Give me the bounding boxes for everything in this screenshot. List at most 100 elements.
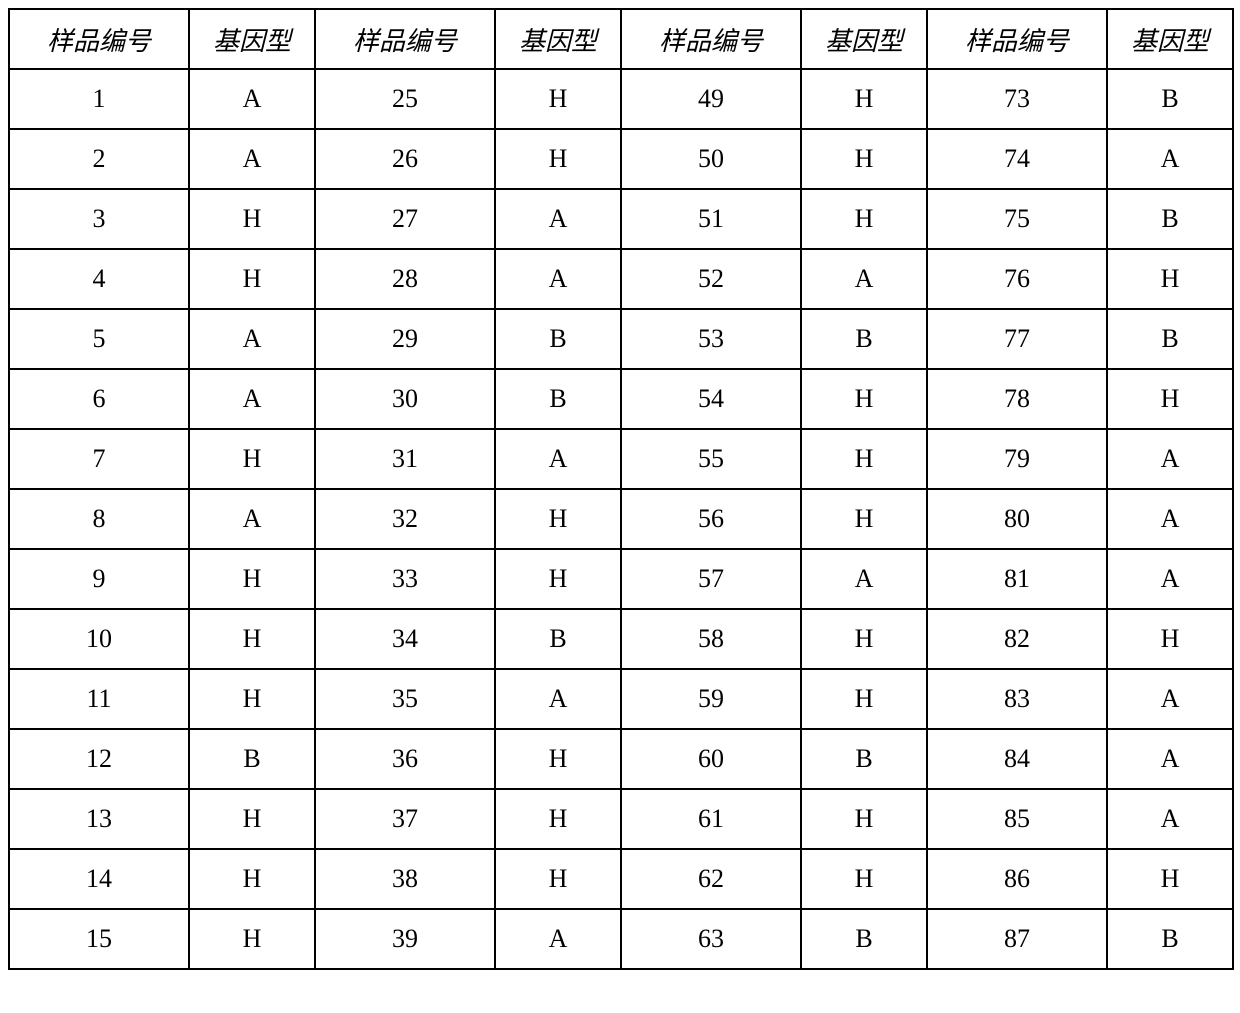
cell-genotype: H — [1107, 609, 1233, 669]
cell-genotype: H — [495, 789, 621, 849]
cell-sample-id: 37 — [315, 789, 495, 849]
cell-genotype: H — [801, 789, 927, 849]
cell-sample-id: 56 — [621, 489, 801, 549]
cell-sample-id: 14 — [9, 849, 189, 909]
cell-genotype: B — [1107, 189, 1233, 249]
cell-sample-id: 62 — [621, 849, 801, 909]
cell-genotype: A — [1107, 429, 1233, 489]
cell-sample-id: 25 — [315, 69, 495, 129]
cell-genotype: H — [495, 129, 621, 189]
cell-genotype: H — [189, 909, 315, 969]
cell-genotype: B — [801, 909, 927, 969]
cell-genotype: A — [801, 249, 927, 309]
cell-genotype: A — [1107, 489, 1233, 549]
cell-sample-id: 6 — [9, 369, 189, 429]
cell-genotype: A — [1107, 129, 1233, 189]
header-genotype: 基因型 — [1107, 9, 1233, 69]
cell-sample-id: 82 — [927, 609, 1107, 669]
cell-sample-id: 74 — [927, 129, 1107, 189]
cell-sample-id: 55 — [621, 429, 801, 489]
cell-genotype: A — [495, 189, 621, 249]
table-row: 1A25H49H73B — [9, 69, 1233, 129]
cell-sample-id: 30 — [315, 369, 495, 429]
table-row: 4H28A52A76H — [9, 249, 1233, 309]
cell-sample-id: 29 — [315, 309, 495, 369]
cell-sample-id: 85 — [927, 789, 1107, 849]
cell-sample-id: 53 — [621, 309, 801, 369]
header-genotype: 基因型 — [495, 9, 621, 69]
cell-sample-id: 13 — [9, 789, 189, 849]
cell-genotype: A — [495, 249, 621, 309]
table-row: 12B36H60B84A — [9, 729, 1233, 789]
cell-sample-id: 57 — [621, 549, 801, 609]
cell-genotype: A — [189, 489, 315, 549]
cell-sample-id: 77 — [927, 309, 1107, 369]
cell-genotype: H — [801, 129, 927, 189]
cell-sample-id: 63 — [621, 909, 801, 969]
cell-genotype: H — [189, 429, 315, 489]
cell-genotype: H — [189, 249, 315, 309]
cell-sample-id: 15 — [9, 909, 189, 969]
cell-sample-id: 35 — [315, 669, 495, 729]
table-row: 7H31A55H79A — [9, 429, 1233, 489]
cell-genotype: B — [1107, 909, 1233, 969]
cell-genotype: H — [801, 429, 927, 489]
cell-sample-id: 4 — [9, 249, 189, 309]
cell-sample-id: 73 — [927, 69, 1107, 129]
cell-genotype: H — [801, 609, 927, 669]
cell-genotype: H — [801, 489, 927, 549]
cell-genotype: A — [189, 309, 315, 369]
cell-sample-id: 59 — [621, 669, 801, 729]
cell-genotype: A — [495, 429, 621, 489]
cell-sample-id: 78 — [927, 369, 1107, 429]
cell-genotype: H — [495, 849, 621, 909]
cell-genotype: B — [1107, 69, 1233, 129]
cell-genotype: A — [1107, 789, 1233, 849]
cell-sample-id: 31 — [315, 429, 495, 489]
table-row: 13H37H61H85A — [9, 789, 1233, 849]
cell-sample-id: 38 — [315, 849, 495, 909]
cell-genotype: H — [801, 849, 927, 909]
cell-genotype: A — [1107, 669, 1233, 729]
cell-genotype: B — [495, 609, 621, 669]
cell-genotype: B — [801, 729, 927, 789]
cell-genotype: H — [495, 69, 621, 129]
cell-genotype: H — [801, 69, 927, 129]
cell-genotype: H — [189, 609, 315, 669]
cell-genotype: A — [189, 369, 315, 429]
cell-sample-id: 84 — [927, 729, 1107, 789]
cell-genotype: B — [495, 309, 621, 369]
cell-genotype: H — [1107, 249, 1233, 309]
cell-genotype: A — [495, 669, 621, 729]
cell-sample-id: 36 — [315, 729, 495, 789]
cell-genotype: A — [189, 129, 315, 189]
cell-sample-id: 34 — [315, 609, 495, 669]
cell-genotype: H — [189, 849, 315, 909]
table-row: 15H39A63B87B — [9, 909, 1233, 969]
cell-sample-id: 76 — [927, 249, 1107, 309]
cell-genotype: A — [495, 909, 621, 969]
cell-genotype: H — [495, 489, 621, 549]
cell-sample-id: 28 — [315, 249, 495, 309]
cell-genotype: H — [189, 189, 315, 249]
cell-sample-id: 2 — [9, 129, 189, 189]
cell-genotype: H — [189, 549, 315, 609]
cell-genotype: A — [189, 69, 315, 129]
cell-sample-id: 86 — [927, 849, 1107, 909]
cell-sample-id: 50 — [621, 129, 801, 189]
cell-genotype: H — [189, 789, 315, 849]
genotype-table: 样品编号 基因型 样品编号 基因型 样品编号 基因型 样品编号 基因型 1A25… — [8, 8, 1234, 970]
header-sample-id: 样品编号 — [927, 9, 1107, 69]
cell-sample-id: 83 — [927, 669, 1107, 729]
table-row: 3H27A51H75B — [9, 189, 1233, 249]
cell-genotype: H — [189, 669, 315, 729]
cell-sample-id: 1 — [9, 69, 189, 129]
cell-genotype: A — [1107, 729, 1233, 789]
cell-genotype: B — [189, 729, 315, 789]
cell-sample-id: 87 — [927, 909, 1107, 969]
cell-sample-id: 8 — [9, 489, 189, 549]
table-row: 5A29B53B77B — [9, 309, 1233, 369]
cell-genotype: H — [1107, 849, 1233, 909]
table-header-row: 样品编号 基因型 样品编号 基因型 样品编号 基因型 样品编号 基因型 — [9, 9, 1233, 69]
header-genotype: 基因型 — [189, 9, 315, 69]
